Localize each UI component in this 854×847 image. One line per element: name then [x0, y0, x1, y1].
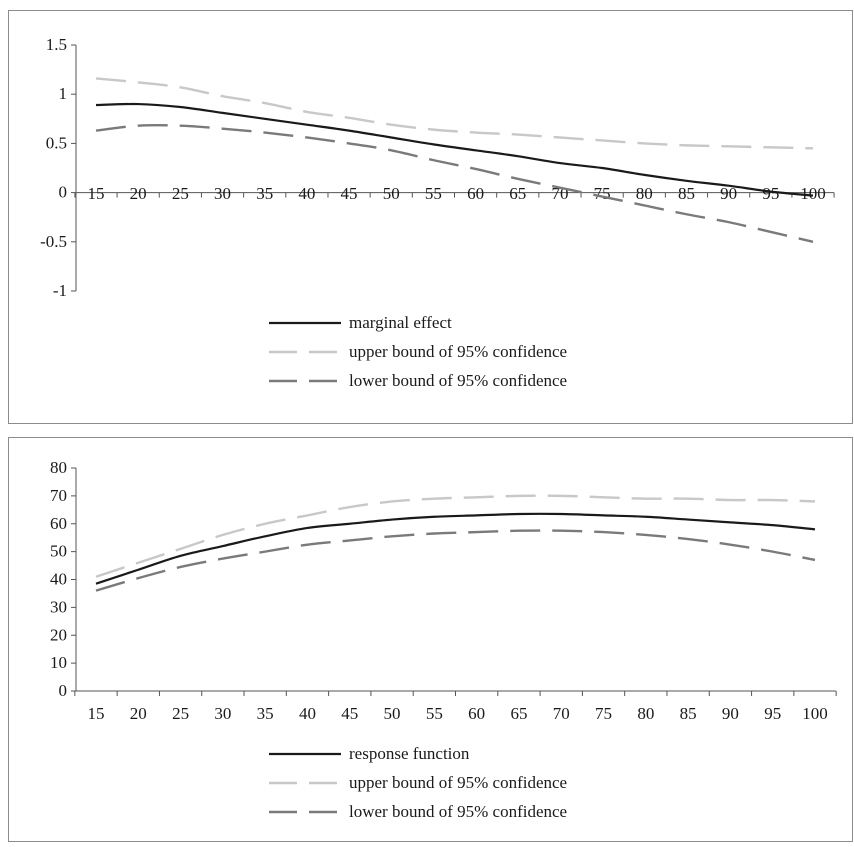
- bottom-y-tick-label: 70: [50, 486, 67, 505]
- top-y-tick-label: 0: [59, 183, 68, 202]
- bottom-y-tick-label: 30: [50, 597, 67, 616]
- top-series-line-0: [95, 102, 814, 197]
- bottom-x-tick-label: 45: [341, 704, 358, 723]
- bottom-x-tick-label: 35: [257, 704, 274, 723]
- top-x-tick-label: 65: [509, 184, 526, 203]
- top-x-tick-label: 85: [678, 184, 695, 203]
- bottom-x-tick-label: 55: [426, 704, 443, 723]
- bottom-legend-label-1: upper bound of 95% confidence: [349, 773, 567, 792]
- top-series-line-2: [95, 123, 814, 243]
- top-y-tick-label: 0.5: [46, 133, 67, 152]
- bottom-x-tick-label: 85: [680, 704, 697, 723]
- bottom-y-tick-label: 10: [50, 653, 67, 672]
- bottom-x-tick-label: 90: [722, 704, 739, 723]
- bottom-y-tick-label: 40: [50, 570, 67, 589]
- top-y-tick-label: -1: [53, 281, 67, 300]
- top-x-tick-label: 95: [762, 184, 779, 203]
- top-x-tick-label: 60: [467, 184, 484, 203]
- bottom-x-tick-label: 75: [595, 704, 612, 723]
- top-x-tick-label: 20: [130, 184, 147, 203]
- bottom-series-line-1: [95, 494, 816, 578]
- bottom-x-tick-label: 70: [553, 704, 570, 723]
- marginal-effect-chart-panel: 1.5 1 0.5 0 -0.5 -1 15 20 25 30 35 40 45 50 55 60 65 70 75…: [8, 10, 853, 424]
- bottom-series-line-0: [95, 512, 816, 585]
- bottom-series-line-2: [95, 529, 816, 592]
- bottom-y-tick-label: 20: [50, 625, 67, 644]
- top-x-tick-label: 25: [172, 184, 189, 203]
- top-x-tick-label: 35: [256, 184, 273, 203]
- bottom-x-tick-label: 50: [384, 704, 401, 723]
- bottom-x-tick-label: 80: [637, 704, 654, 723]
- top-y-tick-label: 1.5: [46, 35, 67, 54]
- bottom-x-tick-label: 30: [214, 704, 231, 723]
- bottom-x-tick-label: 95: [764, 704, 781, 723]
- top-x-tick-label: 45: [341, 184, 358, 203]
- top-x-tick-label: 50: [383, 184, 400, 203]
- bottom-x-tick-label: 20: [130, 704, 147, 723]
- top-legend-label-1: upper bound of 95% confidence: [349, 342, 567, 361]
- top-y-tick-label: -0.5: [40, 232, 67, 251]
- top-series-line-1: [95, 77, 814, 150]
- bottom-y-tick-label: 0: [59, 681, 68, 700]
- bottom-legend-label-2: lower bound of 95% confidence: [349, 802, 567, 821]
- bottom-y-tick-label: 50: [50, 542, 67, 561]
- marginal-effect-chart: 1.510.50-0.5-115 20 25 30 35 40 45 50 55 60 65 70 75…: [40, 35, 835, 390]
- bottom-x-tick-label: 40: [299, 704, 316, 723]
- bottom-x-tick-label: 60: [468, 704, 485, 723]
- bottom-x-tick-label: 15: [88, 704, 105, 723]
- top-x-tick-label: 55: [425, 184, 442, 203]
- bottom-y-tick-label: 80: [50, 458, 67, 477]
- top-x-tick-label: 100: [800, 184, 826, 203]
- bottom-x-tick-label: 100: [802, 704, 828, 723]
- bottom-legend-label-0: response function: [349, 744, 470, 763]
- bottom-x-tick-label: 65: [510, 704, 527, 723]
- top-legend-label-0: marginal effect: [349, 313, 452, 332]
- top-legend-label-2: lower bound of 95% confidence: [349, 371, 567, 390]
- top-x-tick-label: 90: [720, 184, 737, 203]
- top-x-tick-label: 40: [298, 184, 315, 203]
- response-function-chart-panel: 80 70 60 50 40 30 20 10 0 15 20 25 30 35 40 45 50 55 60 65 7…: [8, 437, 853, 842]
- bottom-x-tick-label: 25: [172, 704, 189, 723]
- top-x-tick-label: 30: [214, 184, 231, 203]
- bottom-y-tick-label: 60: [50, 514, 67, 533]
- top-x-tick-label: 75: [594, 184, 611, 203]
- top-y-tick-label: 1: [59, 84, 68, 103]
- top-x-tick-label: 80: [636, 184, 653, 203]
- top-x-tick-label: 15: [88, 184, 105, 203]
